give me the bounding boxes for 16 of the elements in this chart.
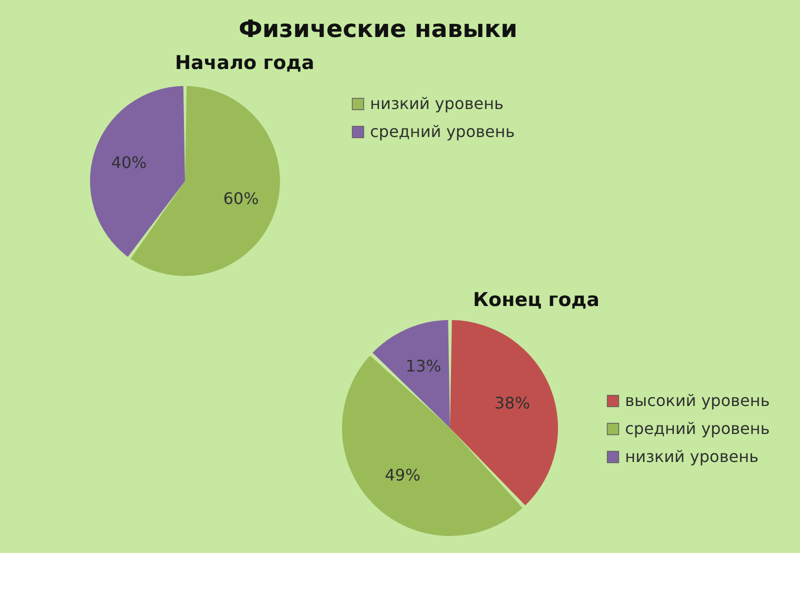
chart-title: Физические навыки (238, 15, 518, 43)
data-label: 13% (406, 356, 442, 376)
legend-label: высокий уровень (625, 391, 770, 410)
pie-slice (450, 320, 558, 506)
legend-label: средний уровень (625, 419, 770, 438)
pie-slice (90, 86, 185, 257)
legend-label: низкий уровень (625, 447, 758, 466)
pie-slice (372, 320, 450, 428)
data-label: 40% (111, 152, 147, 172)
legend-label: низкий уровень (370, 94, 504, 113)
chart-subtitle: Начало года (175, 52, 314, 74)
data-label: 60% (223, 189, 259, 208)
data-label: 49% (384, 465, 420, 484)
legend-label: средний уровень (370, 122, 515, 141)
data-label: 38% (494, 393, 530, 412)
chart-title: Конец года (473, 289, 600, 311)
